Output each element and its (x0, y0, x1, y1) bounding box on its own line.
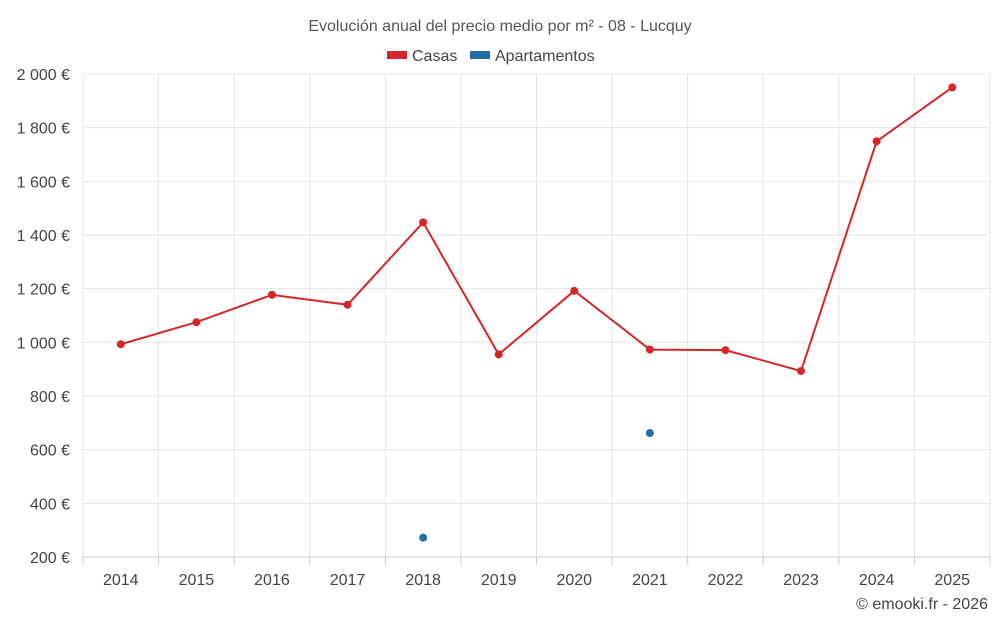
data-point-casas[interactable] (872, 137, 881, 146)
legend-swatch-apartamentos (470, 51, 490, 59)
x-tick-label: 2025 (934, 572, 970, 589)
y-tick-label: 1 800 € (17, 121, 70, 138)
x-axis: 2014 2015 2016 2017 2018 2019 2020 2021 2022 2023… (82, 556, 991, 589)
x-tick-label: 2024 (859, 572, 895, 589)
legend-swatch-casas (387, 51, 407, 59)
x-tick-label: 2021 (632, 572, 668, 589)
data-point-casas[interactable] (267, 290, 276, 299)
legend-item-apartamentos[interactable]: Apartamentos (470, 48, 595, 65)
chart-title: Evolución anual del precio medio por m² … (308, 18, 691, 35)
x-tick-label: 2022 (708, 572, 744, 589)
y-axis: 200 € 400 € 600 € 800 € 1 000 € 1 200 € 1 400 … (17, 67, 70, 567)
x-tick-label: 2018 (405, 572, 441, 589)
data-point-casas[interactable] (494, 350, 503, 359)
series (116, 83, 957, 542)
y-tick-label: 2 000 € (17, 67, 70, 84)
legend-label-casas: Casas (412, 48, 457, 65)
data-point-casas[interactable] (419, 218, 428, 227)
credit-text: © emooki.fr - 2026 (856, 596, 988, 613)
data-point-casas[interactable] (343, 300, 352, 309)
y-tick-label: 1 600 € (17, 174, 70, 191)
x-tick-label: 2016 (254, 572, 290, 589)
data-point-casas[interactable] (570, 286, 579, 295)
legend: Casas Apartamentos (387, 48, 595, 65)
y-tick-label: 800 € (30, 389, 70, 406)
y-tick-label: 400 € (30, 496, 70, 513)
x-tick-label: 2017 (330, 572, 366, 589)
x-tick-label: 2020 (556, 572, 592, 589)
legend-item-casas[interactable]: Casas (387, 48, 457, 65)
y-tick-label: 1 000 € (17, 335, 70, 352)
data-point-casas[interactable] (797, 367, 806, 376)
y-tick-label: 200 € (30, 550, 70, 567)
data-point-casas[interactable] (645, 345, 654, 354)
data-point-casas[interactable] (948, 83, 957, 92)
x-tick-label: 2014 (103, 572, 139, 589)
series-line-casas (120, 86, 953, 373)
data-point-apartamentos[interactable] (419, 533, 428, 542)
y-tick-label: 600 € (30, 443, 70, 460)
x-tick-label: 2019 (481, 572, 517, 589)
y-tick-label: 1 400 € (17, 228, 70, 245)
data-point-casas[interactable] (721, 346, 730, 355)
grid (82, 73, 991, 557)
data-point-casas[interactable] (192, 318, 201, 327)
data-point-casas[interactable] (116, 340, 125, 349)
legend-label-apartamentos: Apartamentos (495, 48, 595, 65)
x-tick-label: 2015 (179, 572, 215, 589)
data-point-apartamentos[interactable] (645, 429, 654, 438)
y-tick-label: 1 200 € (17, 282, 70, 299)
x-tick-label: 2023 (783, 572, 819, 589)
